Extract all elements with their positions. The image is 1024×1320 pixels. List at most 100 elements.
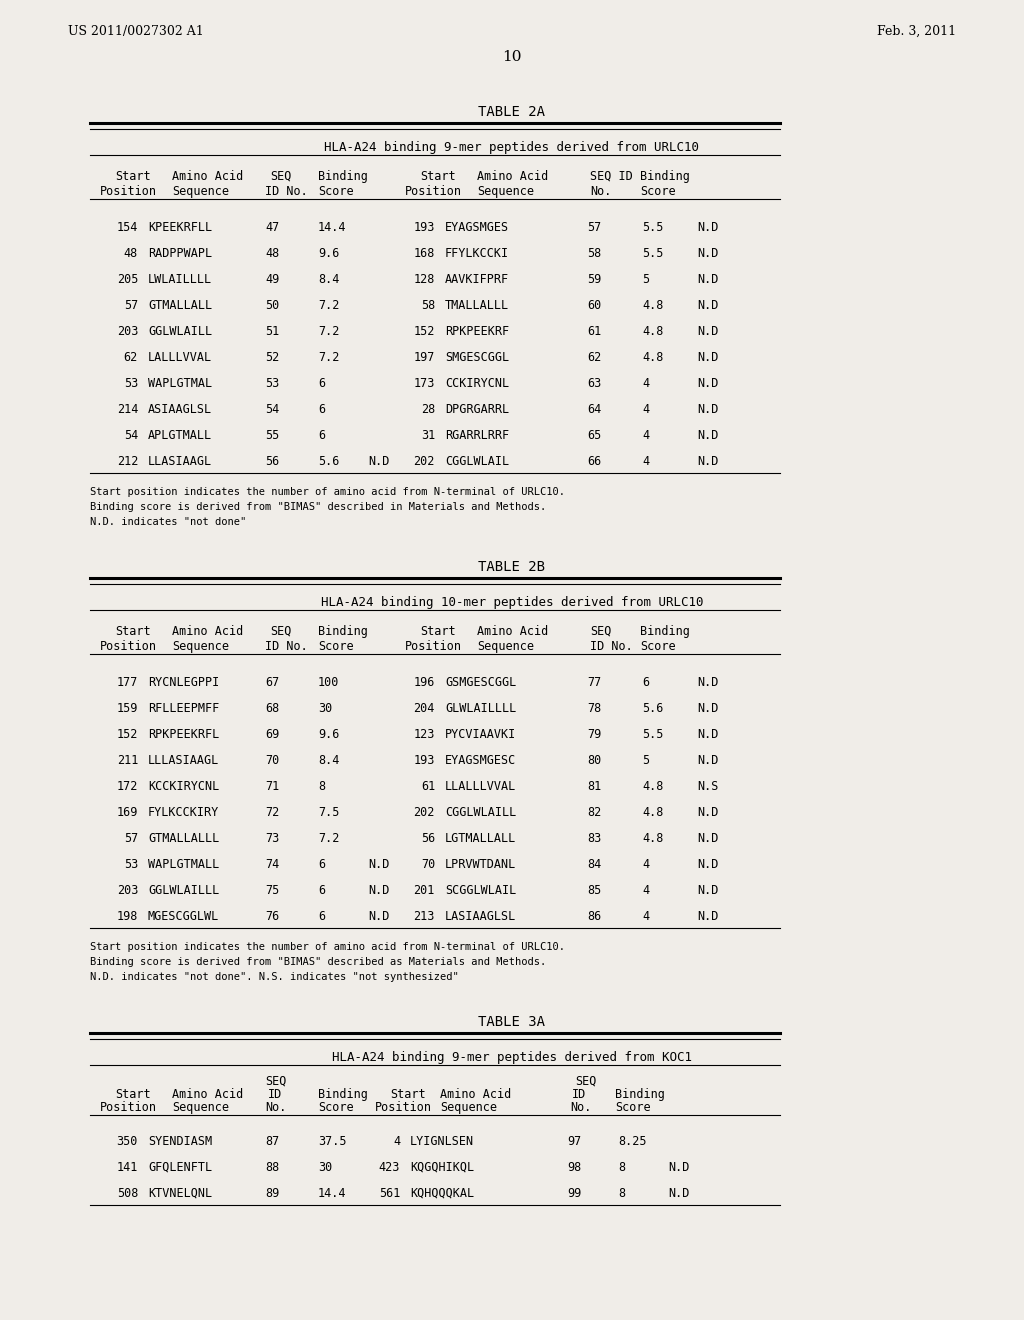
Text: 30: 30 — [318, 702, 332, 715]
Text: RGARRLRRF: RGARRLRRF — [445, 429, 509, 442]
Text: 49: 49 — [265, 273, 280, 286]
Text: GFQLENFTL: GFQLENFTL — [148, 1162, 212, 1173]
Text: 86: 86 — [587, 909, 601, 923]
Text: KTVNELQNL: KTVNELQNL — [148, 1187, 212, 1200]
Text: 71: 71 — [265, 780, 280, 793]
Text: 58: 58 — [587, 247, 601, 260]
Text: WAPLGTMAL: WAPLGTMAL — [148, 378, 212, 389]
Text: 73: 73 — [265, 832, 280, 845]
Text: 51: 51 — [265, 325, 280, 338]
Text: RFLLEEPMFF: RFLLEEPMFF — [148, 702, 219, 715]
Text: 5.6: 5.6 — [642, 702, 664, 715]
Text: 9.6: 9.6 — [318, 247, 339, 260]
Text: 8.4: 8.4 — [318, 273, 339, 286]
Text: LYIGNLSEN: LYIGNLSEN — [410, 1135, 474, 1148]
Text: 508: 508 — [117, 1187, 138, 1200]
Text: N.D: N.D — [697, 325, 719, 338]
Text: 69: 69 — [265, 729, 280, 741]
Text: 198: 198 — [117, 909, 138, 923]
Text: GSMGESCGGL: GSMGESCGGL — [445, 676, 516, 689]
Text: Binding: Binding — [318, 1088, 368, 1101]
Text: 169: 169 — [117, 807, 138, 818]
Text: GGLWLAILLL: GGLWLAILLL — [148, 884, 219, 898]
Text: N.D: N.D — [697, 300, 719, 312]
Text: Start: Start — [115, 1088, 151, 1101]
Text: 74: 74 — [265, 858, 280, 871]
Text: 168: 168 — [414, 247, 435, 260]
Text: 193: 193 — [414, 220, 435, 234]
Text: 5.5: 5.5 — [642, 729, 664, 741]
Text: HLA-A24 binding 9-mer peptides derived from URLC10: HLA-A24 binding 9-mer peptides derived f… — [325, 141, 699, 154]
Text: KPEEKRFLL: KPEEKRFLL — [148, 220, 212, 234]
Text: Amino Acid: Amino Acid — [477, 170, 548, 183]
Text: 84: 84 — [587, 858, 601, 871]
Text: 561: 561 — [379, 1187, 400, 1200]
Text: 52: 52 — [265, 351, 280, 364]
Text: RPKPEEKRFL: RPKPEEKRFL — [148, 729, 219, 741]
Text: 6: 6 — [318, 403, 326, 416]
Text: Binding: Binding — [615, 1088, 665, 1101]
Text: 196: 196 — [414, 676, 435, 689]
Text: Amino Acid: Amino Acid — [172, 1088, 244, 1101]
Text: LPRVWTDANL: LPRVWTDANL — [445, 858, 516, 871]
Text: Position: Position — [100, 640, 157, 653]
Text: 62: 62 — [124, 351, 138, 364]
Text: 8.25: 8.25 — [618, 1135, 646, 1148]
Text: 66: 66 — [587, 455, 601, 469]
Text: SEQ: SEQ — [270, 170, 292, 183]
Text: Amino Acid: Amino Acid — [440, 1088, 511, 1101]
Text: 201: 201 — [414, 884, 435, 898]
Text: 213: 213 — [414, 909, 435, 923]
Text: 55: 55 — [265, 429, 280, 442]
Text: 7.2: 7.2 — [318, 832, 339, 845]
Text: N.D: N.D — [368, 884, 389, 898]
Text: Binding: Binding — [318, 624, 368, 638]
Text: 57: 57 — [587, 220, 601, 234]
Text: TABLE 2B: TABLE 2B — [478, 560, 546, 574]
Text: Sequence: Sequence — [477, 640, 534, 653]
Text: 5: 5 — [642, 754, 649, 767]
Text: 70: 70 — [265, 754, 280, 767]
Text: 57: 57 — [124, 832, 138, 845]
Text: 72: 72 — [265, 807, 280, 818]
Text: 47: 47 — [265, 220, 280, 234]
Text: Position: Position — [375, 1101, 432, 1114]
Text: Score: Score — [318, 1101, 353, 1114]
Text: 14.4: 14.4 — [318, 220, 346, 234]
Text: 56: 56 — [265, 455, 280, 469]
Text: 4.8: 4.8 — [642, 832, 664, 845]
Text: SYENDIASM: SYENDIASM — [148, 1135, 212, 1148]
Text: N.D. indicates "not done". N.S. indicates "not synthesized": N.D. indicates "not done". N.S. indicate… — [90, 972, 459, 982]
Text: SMGESCGGL: SMGESCGGL — [445, 351, 509, 364]
Text: HLA-A24 binding 10-mer peptides derived from URLC10: HLA-A24 binding 10-mer peptides derived … — [321, 597, 703, 609]
Text: Binding: Binding — [640, 170, 690, 183]
Text: Sequence: Sequence — [440, 1101, 497, 1114]
Text: N.D: N.D — [697, 429, 719, 442]
Text: 68: 68 — [265, 702, 280, 715]
Text: 141: 141 — [117, 1162, 138, 1173]
Text: 89: 89 — [265, 1187, 280, 1200]
Text: No.: No. — [570, 1101, 592, 1114]
Text: 4.8: 4.8 — [642, 351, 664, 364]
Text: ID: ID — [268, 1088, 283, 1101]
Text: RYCNLEGPPI: RYCNLEGPPI — [148, 676, 219, 689]
Text: 53: 53 — [265, 378, 280, 389]
Text: FYLKCCKIRY: FYLKCCKIRY — [148, 807, 219, 818]
Text: 6: 6 — [318, 378, 326, 389]
Text: 61: 61 — [421, 780, 435, 793]
Text: 6: 6 — [318, 884, 326, 898]
Text: 85: 85 — [587, 884, 601, 898]
Text: 48: 48 — [265, 247, 280, 260]
Text: 88: 88 — [265, 1162, 280, 1173]
Text: N.D: N.D — [697, 832, 719, 845]
Text: 60: 60 — [587, 300, 601, 312]
Text: Position: Position — [406, 185, 462, 198]
Text: 152: 152 — [414, 325, 435, 338]
Text: 62: 62 — [587, 351, 601, 364]
Text: 9.6: 9.6 — [318, 729, 339, 741]
Text: 79: 79 — [587, 729, 601, 741]
Text: 67: 67 — [265, 676, 280, 689]
Text: Feb. 3, 2011: Feb. 3, 2011 — [877, 25, 956, 38]
Text: RPKPEEKRF: RPKPEEKRF — [445, 325, 509, 338]
Text: Score: Score — [318, 640, 353, 653]
